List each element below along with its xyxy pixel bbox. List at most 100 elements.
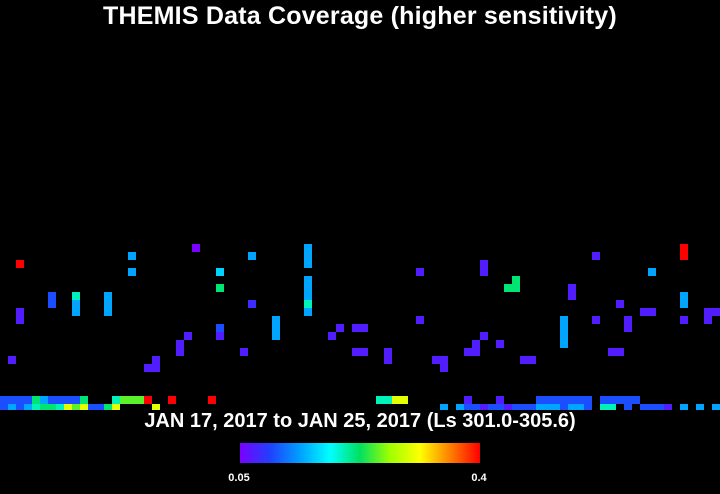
coverage-cell [648,308,656,316]
coverage-cell [144,396,152,404]
coverage-cell [496,396,504,404]
coverage-cell [32,396,40,404]
coverage-cell [544,396,552,404]
coverage-cell [48,292,56,300]
coverage-cell [40,396,48,404]
coverage-cell [272,332,280,340]
coverage-cell [104,308,112,316]
coverage-cell [360,348,368,356]
coverage-cell [480,268,488,276]
coverage-cell [360,324,368,332]
coverage-cell [480,332,488,340]
coverage-cell [304,276,312,284]
coverage-cell [120,396,128,404]
coverage-cell [216,332,224,340]
coverage-cell [128,252,136,260]
coverage-cell [304,292,312,300]
coverage-cell [72,292,80,300]
coverage-cell [536,396,544,404]
coverage-cell [272,324,280,332]
coverage-cell [592,252,600,260]
coverage-cell [680,252,688,260]
coverage-cell [376,396,384,404]
coverage-cell [128,268,136,276]
coverage-cell [192,244,200,252]
coverage-cell [80,396,88,404]
colorbar-max-label: 0.4 [449,472,509,484]
coverage-cell [624,324,632,332]
coverage-cell [560,332,568,340]
coverage-cell [384,396,392,404]
coverage-cell [640,308,648,316]
coverage-cell [152,364,160,372]
coverage-cell [704,316,712,324]
coverage-cell [624,316,632,324]
coverage-cell [472,348,480,356]
coverage-cell [8,396,16,404]
coverage-cell [352,348,360,356]
coverage-cell [248,252,256,260]
coverage-cell [168,396,176,404]
coverage-cell [144,364,152,372]
coverage-cell [384,356,392,364]
coverage-cell [568,292,576,300]
coverage-cell [440,356,448,364]
coverage-cell [608,348,616,356]
coverage-cell [304,284,312,292]
coverage-cell [0,396,8,404]
coverage-cell [560,316,568,324]
coverage-cell [680,316,688,324]
coverage-cell [304,244,312,252]
coverage-cell [416,316,424,324]
coverage-cell [8,356,16,364]
coverage-cell [560,340,568,348]
colorbar-gradient [240,443,480,463]
coverage-cell [568,284,576,292]
coverage-cell [216,268,224,276]
coverage-cell [432,356,440,364]
coverage-cell [680,244,688,252]
coverage-cell [16,396,24,404]
coverage-cell [72,300,80,308]
coverage-cell [152,356,160,364]
coverage-cell [352,324,360,332]
coverage-cell [576,396,584,404]
coverage-cell [608,396,616,404]
coverage-cell [680,292,688,300]
coverage-cell [240,348,248,356]
coverage-cell [208,396,216,404]
coverage-cell [16,260,24,268]
colorbar-min-label: 0.05 [209,472,269,484]
coverage-cell [216,324,224,332]
date-range-label: JAN 17, 2017 to JAN 25, 2017 (Ls 301.0-3… [0,410,720,433]
coverage-cell [416,268,424,276]
coverage-heatmap [0,0,720,410]
coverage-cell [216,284,224,292]
coverage-cell [648,268,656,276]
coverage-cell [112,396,120,404]
coverage-cell [512,284,520,292]
coverage-cell [464,396,472,404]
coverage-cell [480,260,488,268]
coverage-cell [184,332,192,340]
coverage-cell [512,276,520,284]
coverage-cell [392,396,400,404]
coverage-cell [584,396,592,404]
coverage-cell [128,396,136,404]
coverage-cell [616,348,624,356]
coverage-cell [560,396,568,404]
coverage-cell [384,348,392,356]
coverage-cell [504,284,512,292]
coverage-cell [624,396,632,404]
coverage-cell [712,308,720,316]
coverage-cell [176,348,184,356]
coverage-cell [64,396,72,404]
coverage-cell [104,292,112,300]
coverage-cell [616,300,624,308]
coverage-cell [400,396,408,404]
coverage-cell [496,340,504,348]
coverage-cell [632,396,640,404]
coverage-cell [336,324,344,332]
coverage-cell [552,396,560,404]
coverage-cell [24,396,32,404]
